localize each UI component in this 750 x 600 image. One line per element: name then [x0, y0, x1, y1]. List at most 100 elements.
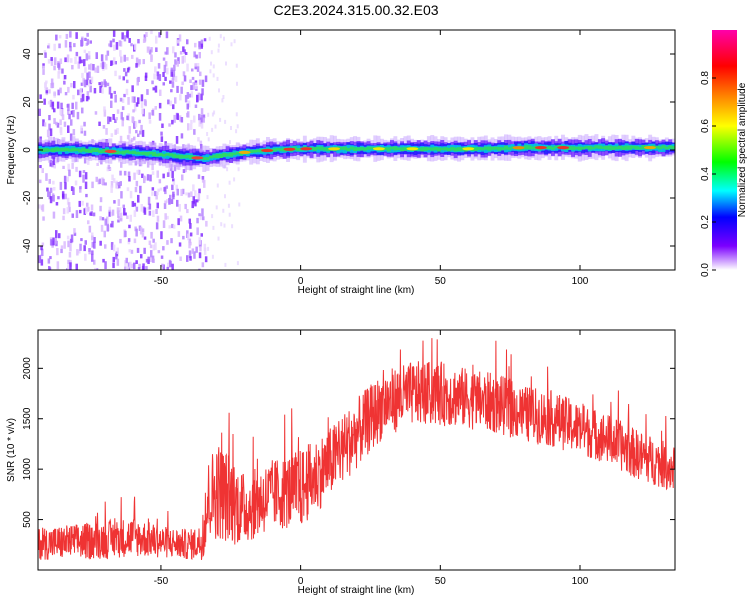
noise-speckle [210, 61, 212, 66]
noise-speckle [127, 240, 131, 245]
noise-speckle [50, 57, 53, 61]
noise-speckle [114, 94, 117, 103]
noise-speckle [130, 249, 134, 254]
noise-speckle [142, 59, 145, 65]
noise-speckle [138, 59, 141, 65]
noise-speckle [84, 240, 87, 245]
noise-speckle [193, 129, 196, 135]
noise-speckle [217, 48, 220, 53]
noise-speckle [146, 89, 149, 95]
noise-speckle [120, 56, 123, 63]
ridge-cell [235, 151, 240, 155]
ridge-cell [115, 150, 119, 155]
noise-speckle [57, 196, 60, 200]
noise-speckle [107, 116, 110, 125]
snr-frame [37, 329, 676, 571]
noise-speckle [184, 52, 188, 55]
noise-speckle [203, 243, 207, 251]
noise-speckle [189, 232, 193, 237]
noise-speckle [198, 113, 201, 121]
y-tick-label: 0 [22, 147, 33, 153]
ridge-cell [504, 145, 508, 150]
noise-speckle [193, 251, 196, 259]
x-tick-label: 100 [572, 576, 589, 587]
noise-speckle [48, 89, 51, 94]
ridge-cell [661, 145, 666, 149]
colorbar: 0.0 0.2 0.4 0.6 0.8 Normalized spectral ampl… [700, 30, 748, 277]
noise-speckle [190, 91, 194, 98]
noise-speckle [120, 111, 123, 120]
noise-speckle [163, 64, 167, 73]
noise-speckle [111, 174, 114, 181]
noise-speckle [137, 63, 140, 67]
noise-speckle [78, 200, 81, 207]
ridge-cell [530, 146, 535, 150]
noise-speckle [168, 225, 171, 229]
ridge-cell [54, 147, 59, 152]
noise-speckle [172, 224, 176, 229]
noise-speckle [162, 72, 165, 77]
noise-speckle [156, 202, 159, 209]
noise-speckle [145, 32, 148, 37]
noise-speckle [54, 237, 57, 244]
noise-speckle [204, 75, 208, 83]
noise-speckle [186, 63, 189, 72]
ridge-cell [58, 148, 62, 152]
noise-speckle [228, 212, 231, 217]
noise-speckle [104, 63, 108, 70]
noise-speckle [93, 88, 97, 94]
ridge-cell [420, 147, 425, 152]
noise-speckle [135, 102, 139, 107]
noise-speckle [62, 208, 66, 215]
noise-speckle [49, 256, 52, 260]
noise-speckle [166, 199, 169, 203]
ridge-cell [604, 145, 609, 150]
noise-speckle [192, 82, 195, 90]
noise-speckle [140, 102, 144, 108]
noise-speckle [162, 264, 165, 270]
noise-speckle [143, 176, 147, 181]
ridge-cell [162, 153, 166, 157]
noise-speckle [160, 131, 163, 136]
noise-speckle [194, 82, 198, 90]
noise-speckle [106, 82, 110, 87]
noise-speckle [176, 113, 179, 120]
noise-speckle [86, 91, 90, 97]
noise-speckle [80, 98, 83, 103]
noise-speckle [147, 206, 150, 211]
noise-speckle [64, 182, 67, 190]
noise-speckle [73, 43, 76, 48]
noise-speckle [164, 51, 167, 55]
noise-speckle [150, 54, 153, 61]
noise-speckle [149, 257, 153, 262]
noise-speckle [134, 187, 138, 193]
noise-speckle [194, 42, 197, 48]
noise-speckle [114, 61, 117, 65]
ridge-cell [366, 146, 371, 150]
noise-speckle [172, 73, 175, 81]
noise-speckle [67, 125, 70, 133]
ridge-cell [88, 149, 93, 153]
x-tick-label: -50 [154, 576, 169, 587]
noise-speckle [48, 115, 51, 121]
ridge-cell [574, 146, 579, 150]
noise-speckle [212, 73, 215, 78]
noise-speckle [100, 54, 104, 62]
noise-speckle [85, 96, 89, 102]
noise-speckle [72, 94, 75, 100]
snr-series-line [38, 338, 675, 560]
noise-speckle [135, 260, 138, 264]
noise-speckle [96, 65, 100, 73]
noise-speckle [86, 38, 90, 45]
noise-speckle [230, 42, 233, 47]
noise-speckle [55, 34, 58, 41]
noise-speckle [154, 191, 157, 197]
noise-speckle [129, 190, 133, 199]
noise-speckle [113, 44, 116, 51]
noise-speckle [67, 259, 70, 265]
ridge-cell [279, 148, 284, 152]
noise-speckle [128, 126, 131, 134]
y-tick-label: 1500 [22, 407, 33, 430]
noise-speckle [196, 66, 200, 72]
noise-speckle [41, 204, 45, 212]
